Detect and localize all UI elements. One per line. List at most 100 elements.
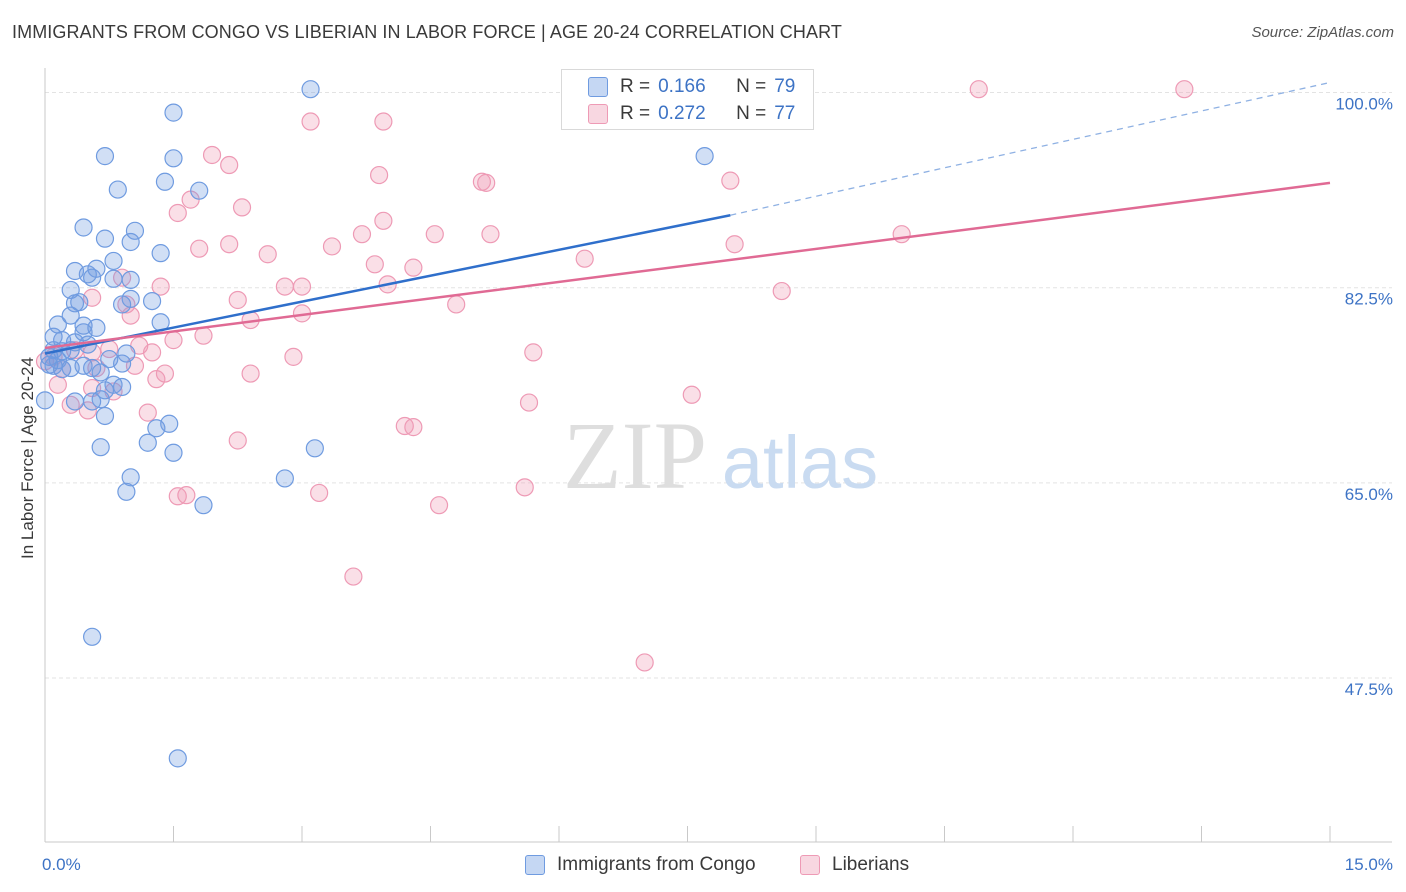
liberian-point <box>275 277 294 296</box>
stats-legend: R = 0.166 N = 79 R = 0.272 N = 77 <box>561 69 814 130</box>
liberian-point <box>228 431 247 450</box>
congo-swatch <box>588 77 608 97</box>
liberian-point <box>168 203 187 223</box>
congo-point <box>142 291 162 311</box>
congo-trend-extension <box>730 81 1331 216</box>
r-label: R = <box>620 76 651 97</box>
congo-point <box>121 232 140 252</box>
congo-point <box>117 344 136 363</box>
n-label: N = <box>736 103 767 124</box>
liberian-point <box>78 401 97 420</box>
liberian-point <box>352 225 372 244</box>
congo-point <box>95 381 115 400</box>
liberian-point <box>425 225 444 244</box>
legend-label-liberians: Liberians <box>832 854 910 875</box>
liberian-point <box>147 370 166 389</box>
liberian-point <box>177 486 196 505</box>
congo-point <box>61 280 80 300</box>
congo-point <box>91 363 110 382</box>
x-tick-label-min: 0.0% <box>42 855 81 874</box>
series-congo <box>35 80 714 768</box>
grid-lines <box>45 92 1392 679</box>
trend-lines <box>44 81 1331 355</box>
liberian-point <box>48 375 67 394</box>
congo-point <box>301 80 320 99</box>
liberian-legend-swatch <box>800 855 820 875</box>
congo-point <box>117 482 136 501</box>
liberian-point <box>258 245 277 264</box>
liberian-point <box>374 112 393 131</box>
congo-point <box>125 221 145 240</box>
legend-item-liberians[interactable]: Liberians <box>800 850 909 880</box>
congo-point <box>70 293 89 312</box>
liberian-point <box>164 331 183 350</box>
congo-point <box>147 419 166 438</box>
liberian-point <box>310 483 329 503</box>
legend-label-congo: Immigrants from Congo <box>557 854 756 875</box>
congo-point <box>194 496 213 515</box>
liberian-swatch <box>588 104 608 124</box>
liberian-point <box>635 653 654 672</box>
liberian-point <box>477 173 496 192</box>
congo-point <box>155 172 175 191</box>
liberian-point <box>447 295 466 314</box>
liberian-point <box>725 235 744 254</box>
congo-point <box>275 469 294 488</box>
congo-point <box>83 268 102 287</box>
liberian-point <box>322 237 342 256</box>
liberian-point <box>575 249 594 268</box>
r-label: R = <box>620 103 651 124</box>
congo-point <box>121 270 140 290</box>
x-tick-label-max: 15.0% <box>1345 855 1393 874</box>
chart-title: IMMIGRANTS FROM CONGO VS LIBERIAN IN LAB… <box>12 22 842 42</box>
liberian-point <box>365 255 384 274</box>
liberian-point <box>344 567 363 586</box>
liberian-point <box>374 211 393 230</box>
liberian-point <box>138 403 157 422</box>
liberian-point <box>429 496 449 515</box>
liberian-point <box>370 165 389 185</box>
congo-point <box>190 181 209 200</box>
legend-item-congo[interactable]: Immigrants from Congo <box>525 850 756 880</box>
tick-labels: 100.0% 82.5% 65.0% 47.5% 0.0% 15.0% <box>42 95 1393 874</box>
liberian-point <box>404 258 423 277</box>
congo-point <box>164 103 183 122</box>
congo-point <box>164 443 183 462</box>
watermark-atlas: atlas <box>722 421 878 504</box>
congo-point <box>138 433 157 452</box>
liberian-point <box>404 418 423 437</box>
liberian-point <box>892 225 911 244</box>
congo-trend-line <box>44 213 731 355</box>
congo-point <box>35 391 55 410</box>
congo-point <box>83 627 102 646</box>
liberian-point <box>202 145 222 165</box>
liberian-point <box>1175 80 1194 99</box>
congo-point <box>95 229 115 248</box>
congo-point <box>65 392 85 411</box>
liberian-point <box>220 155 239 175</box>
congo-point <box>112 354 132 373</box>
y-tick-label: 100.0% <box>1335 95 1393 114</box>
congo-point <box>61 306 80 325</box>
congo-point <box>83 358 102 378</box>
congo-legend-swatch <box>525 855 545 875</box>
congo-point <box>95 406 115 426</box>
r-value-liberian: 0.272 <box>658 103 706 124</box>
liberian-point <box>232 198 252 217</box>
y-axis-label: In Labor Force | Age 20-24 <box>18 357 37 559</box>
liberian-point <box>969 80 988 99</box>
y-tick-label: 47.5% <box>1345 680 1393 699</box>
liberian-point <box>519 393 539 412</box>
series-legend: Immigrants from Congo Liberians <box>0 850 1406 880</box>
congo-point <box>108 180 127 199</box>
congo-point <box>112 295 132 314</box>
liberian-point <box>772 281 791 301</box>
liberian-point <box>721 171 740 190</box>
congo-point <box>91 438 110 457</box>
liberian-point <box>194 326 213 345</box>
watermark: ZIP atlas <box>563 402 878 509</box>
stats-row-congo: R = 0.166 N = 79 <box>588 75 795 99</box>
r-value-congo: 0.166 <box>658 76 706 97</box>
y-tick-label: 65.0% <box>1345 485 1393 504</box>
